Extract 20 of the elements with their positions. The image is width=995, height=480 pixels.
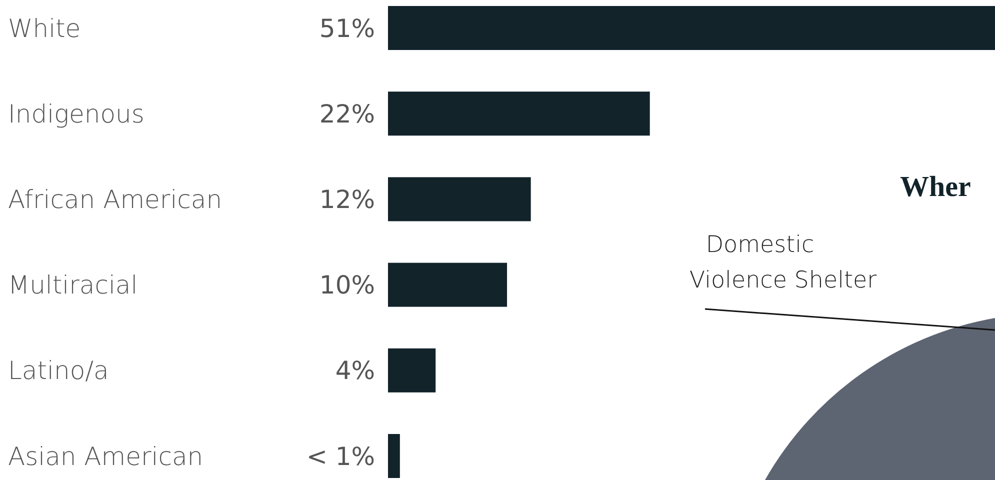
data-label: 51% [319, 14, 375, 43]
y-tick-label: Indigenous [8, 99, 144, 128]
y-tick-label: Latino/a [8, 356, 109, 386]
text: Wher [900, 171, 971, 203]
bar [388, 262, 508, 307]
data-label: 22% [319, 99, 375, 128]
y-tick-label: Asian American [8, 442, 204, 471]
annotation: Domestic Violence Shelter [689, 232, 878, 294]
bar [388, 434, 400, 478]
data-label: 12% [319, 184, 375, 214]
y-tick-label: Multiracial [8, 270, 138, 300]
bar [388, 348, 436, 392]
bar [388, 177, 531, 222]
bar [388, 92, 650, 136]
data-label: 10% [319, 270, 375, 300]
y-tick-label: African American [8, 184, 222, 214]
bar [388, 6, 995, 50]
data-label: < 1% [306, 442, 375, 471]
data-label: 4% [335, 356, 375, 386]
y-tick-label: White [8, 14, 81, 43]
